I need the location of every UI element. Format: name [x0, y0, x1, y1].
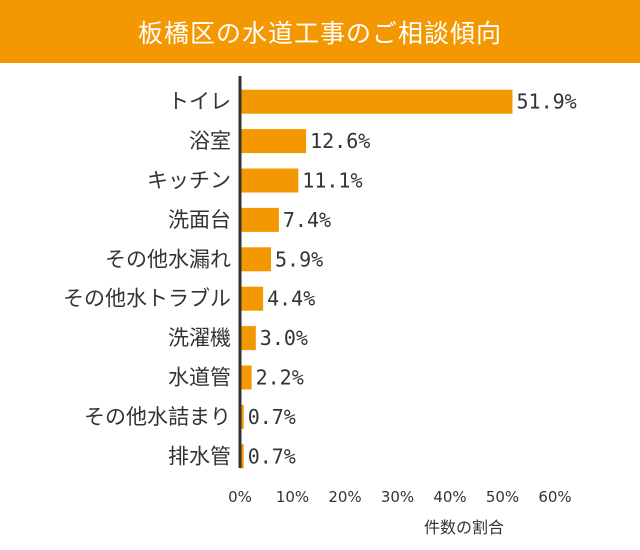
category-label-4: その他水漏れ: [105, 247, 231, 271]
value-label-3: 7.4%: [283, 208, 331, 232]
x-tick-label-6: 60%: [538, 488, 571, 506]
category-label-3: 洗面台: [168, 208, 231, 232]
category-label-9: 排水管: [168, 444, 231, 468]
value-label-8: 0.7%: [248, 405, 296, 429]
x-tick-label-1: 10%: [276, 488, 309, 506]
x-tick-label-3: 30%: [381, 488, 414, 506]
bar-8: [240, 404, 244, 429]
value-label-7: 2.2%: [256, 366, 304, 390]
category-label-0: トイレ: [168, 90, 231, 114]
value-label-0: 51.9%: [517, 90, 577, 114]
bar-1: [240, 129, 307, 154]
x-tick-label-5: 50%: [486, 488, 519, 506]
value-label-1: 12.6%: [310, 129, 370, 153]
value-label-9: 0.7%: [248, 444, 296, 468]
bar-7: [240, 365, 252, 390]
value-label-2: 11.1%: [302, 169, 362, 193]
x-tick-label-2: 20%: [328, 488, 361, 506]
labels-layer: トイレ 51.9% 浴室 12.6% キッチン 11.1% 洗面台 7.4% その他水漏れ 5.9…: [63, 90, 577, 469]
x-axis-label: 件数の割合: [424, 518, 504, 537]
category-label-7: 水道管: [168, 366, 231, 390]
x-tick-labels: 0% 10% 20% 30% 40% 50% 60%: [228, 488, 572, 506]
category-label-2: キッチン: [147, 169, 231, 193]
bars-layer: [240, 89, 513, 469]
bar-5: [240, 286, 264, 311]
value-label-6: 3.0%: [260, 326, 308, 350]
bar-0: [240, 89, 513, 114]
bar-2: [240, 168, 299, 193]
category-label-8: その他水詰まり: [84, 405, 231, 429]
category-label-1: 浴室: [189, 129, 231, 153]
value-label-5: 4.4%: [267, 287, 315, 311]
value-label-4: 5.9%: [275, 247, 323, 271]
bar-9: [240, 444, 244, 469]
x-tick-label-0: 0%: [228, 488, 252, 506]
chart-title: 板橋区の水道工事のご相談傾向: [137, 18, 502, 48]
category-label-6: 洗濯機: [168, 326, 231, 350]
bar-3: [240, 207, 279, 232]
bar-6: [240, 326, 256, 351]
title-banner: 板橋区の水道工事のご相談傾向: [0, 0, 640, 63]
category-label-5: その他水トラブル: [63, 287, 231, 311]
x-tick-label-4: 40%: [433, 488, 466, 506]
bar-4: [240, 247, 271, 272]
